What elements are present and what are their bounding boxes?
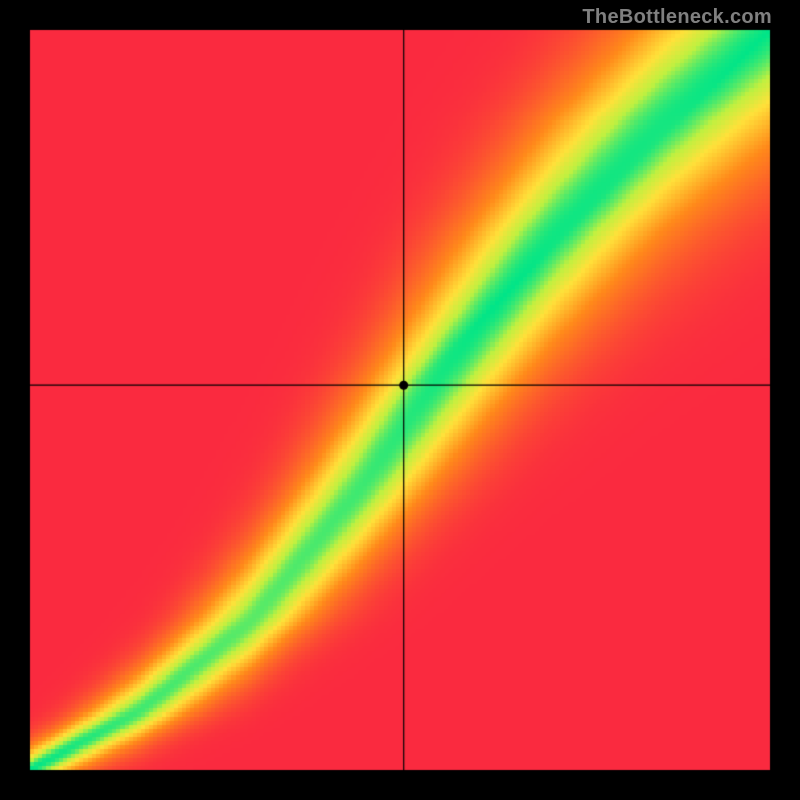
heatmap-canvas [0,0,800,800]
watermark: TheBottleneck.com [582,6,772,29]
chart-container: TheBottleneck.com [0,0,800,800]
